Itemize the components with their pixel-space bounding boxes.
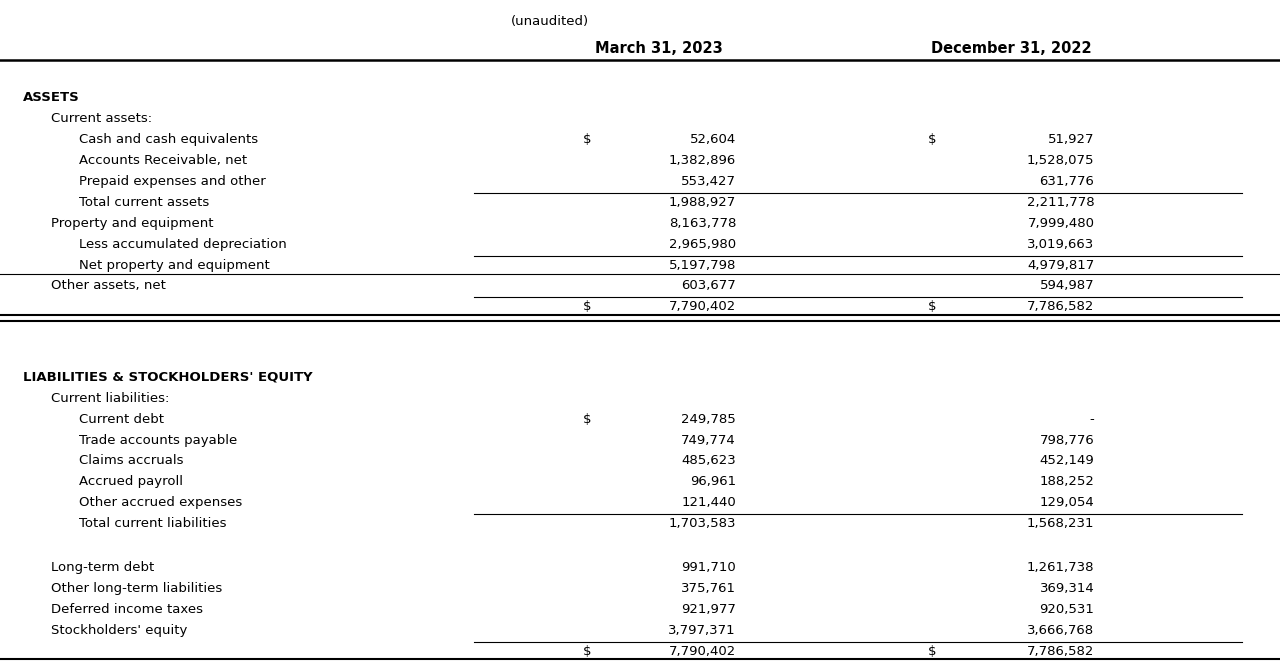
Text: 3,019,663: 3,019,663: [1027, 237, 1094, 251]
Text: Total current liabilities: Total current liabilities: [79, 517, 227, 530]
Text: 603,677: 603,677: [681, 279, 736, 292]
Text: 3,666,768: 3,666,768: [1028, 624, 1094, 637]
Text: Other accrued expenses: Other accrued expenses: [79, 496, 243, 509]
Text: 52,604: 52,604: [690, 133, 736, 147]
Text: Prepaid expenses and other: Prepaid expenses and other: [79, 175, 266, 188]
Text: 4,979,817: 4,979,817: [1027, 259, 1094, 272]
Text: 3,797,371: 3,797,371: [668, 624, 736, 637]
Text: ASSETS: ASSETS: [23, 91, 79, 105]
Text: 749,774: 749,774: [681, 434, 736, 447]
Text: 51,927: 51,927: [1048, 133, 1094, 147]
Text: 8,163,778: 8,163,778: [668, 217, 736, 230]
Text: $: $: [582, 412, 591, 426]
Text: 1,988,927: 1,988,927: [668, 196, 736, 209]
Text: 369,314: 369,314: [1039, 582, 1094, 595]
Text: 7,786,582: 7,786,582: [1027, 644, 1094, 658]
Text: Less accumulated depreciation: Less accumulated depreciation: [79, 237, 287, 251]
Text: 921,977: 921,977: [681, 603, 736, 616]
Text: 594,987: 594,987: [1039, 279, 1094, 292]
Text: $: $: [582, 644, 591, 658]
Text: Claims accruals: Claims accruals: [79, 454, 184, 467]
Text: Current liabilities:: Current liabilities:: [51, 392, 169, 405]
Text: Current assets:: Current assets:: [51, 112, 152, 125]
Text: 452,149: 452,149: [1039, 454, 1094, 467]
Text: 7,790,402: 7,790,402: [668, 644, 736, 658]
Text: Net property and equipment: Net property and equipment: [79, 259, 270, 272]
Text: $: $: [582, 300, 591, 314]
Text: 798,776: 798,776: [1039, 434, 1094, 447]
Text: 2,965,980: 2,965,980: [669, 237, 736, 251]
Text: Other long-term liabilities: Other long-term liabilities: [51, 582, 223, 595]
Text: 2,211,778: 2,211,778: [1027, 196, 1094, 209]
Text: Trade accounts payable: Trade accounts payable: [79, 434, 238, 447]
Text: 7,999,480: 7,999,480: [1028, 217, 1094, 230]
Text: 96,961: 96,961: [690, 475, 736, 489]
Text: 7,786,582: 7,786,582: [1027, 300, 1094, 314]
Text: Other assets, net: Other assets, net: [51, 279, 166, 292]
Text: Total current assets: Total current assets: [79, 196, 210, 209]
Text: 1,528,075: 1,528,075: [1027, 154, 1094, 167]
Text: 553,427: 553,427: [681, 175, 736, 188]
Text: 7,790,402: 7,790,402: [668, 300, 736, 314]
Text: 5,197,798: 5,197,798: [668, 259, 736, 272]
Text: March 31, 2023: March 31, 2023: [595, 41, 723, 56]
Text: Accounts Receivable, net: Accounts Receivable, net: [79, 154, 247, 167]
Text: 485,623: 485,623: [681, 454, 736, 467]
Text: Property and equipment: Property and equipment: [51, 217, 214, 230]
Text: 631,776: 631,776: [1039, 175, 1094, 188]
Text: $: $: [928, 300, 937, 314]
Text: 375,761: 375,761: [681, 582, 736, 595]
Text: 1,703,583: 1,703,583: [668, 517, 736, 530]
Text: December 31, 2022: December 31, 2022: [931, 41, 1092, 56]
Text: $: $: [928, 133, 937, 147]
Text: Accrued payroll: Accrued payroll: [79, 475, 183, 489]
Text: Stockholders' equity: Stockholders' equity: [51, 624, 188, 637]
Text: 121,440: 121,440: [681, 496, 736, 509]
Text: 920,531: 920,531: [1039, 603, 1094, 616]
Text: Current debt: Current debt: [79, 412, 164, 426]
Text: $: $: [582, 133, 591, 147]
Text: 991,710: 991,710: [681, 561, 736, 574]
Text: $: $: [928, 644, 937, 658]
Text: Cash and cash equivalents: Cash and cash equivalents: [79, 133, 259, 147]
Text: (unaudited): (unaudited): [511, 15, 590, 28]
Text: 1,568,231: 1,568,231: [1027, 517, 1094, 530]
Text: LIABILITIES & STOCKHOLDERS' EQUITY: LIABILITIES & STOCKHOLDERS' EQUITY: [23, 371, 312, 384]
Text: 129,054: 129,054: [1039, 496, 1094, 509]
Text: Long-term debt: Long-term debt: [51, 561, 155, 574]
Text: 188,252: 188,252: [1039, 475, 1094, 489]
Text: -: -: [1089, 412, 1094, 426]
Text: 249,785: 249,785: [681, 412, 736, 426]
Text: 1,261,738: 1,261,738: [1027, 561, 1094, 574]
Text: Deferred income taxes: Deferred income taxes: [51, 603, 204, 616]
Text: 1,382,896: 1,382,896: [668, 154, 736, 167]
